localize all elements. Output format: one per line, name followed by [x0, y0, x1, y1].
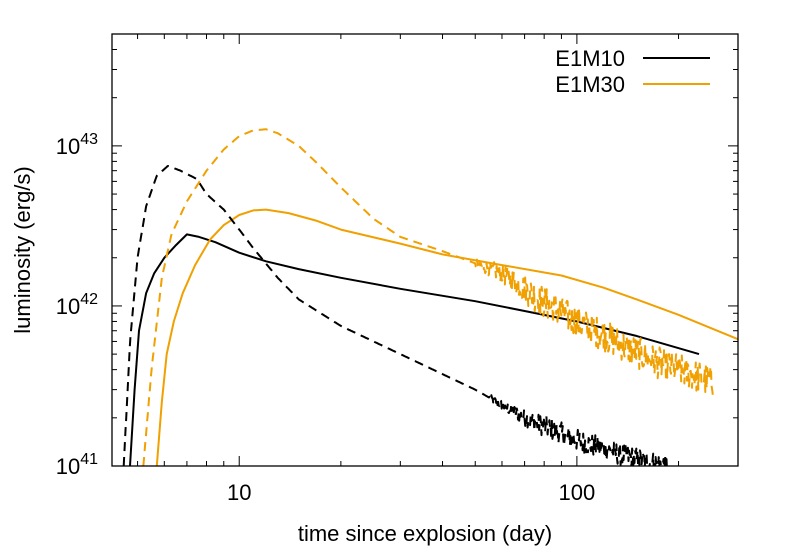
series-layer — [122, 128, 738, 466]
x-tick-label: 10 — [227, 480, 251, 505]
x-tick-label: 100 — [559, 480, 596, 505]
y-axis-title: luminosity (erg/s) — [10, 166, 35, 333]
y-tick-label: 1041 — [56, 451, 98, 479]
series-line-e1m10 — [129, 233, 700, 466]
y-tick-label: 1042 — [56, 291, 98, 319]
y-tick-exponent: 41 — [80, 451, 98, 468]
x-axis-title: time since explosion (day) — [298, 521, 552, 546]
y-tick-exponent: 43 — [80, 131, 98, 148]
series-line-e1m30 — [155, 208, 738, 466]
plot-frame — [111, 33, 739, 467]
legend-label: E1M30 — [555, 72, 625, 97]
y-tick-exponent: 42 — [80, 291, 98, 308]
series-line-dashed-3 — [142, 128, 716, 466]
series-line-dashed-2 — [122, 165, 668, 466]
y-tick-base: 10 — [56, 134, 80, 159]
y-tick-label: 1043 — [56, 131, 98, 159]
y-tick-base: 10 — [56, 454, 80, 479]
legend-label: E1M10 — [555, 46, 625, 71]
y-tick-base: 10 — [56, 294, 80, 319]
